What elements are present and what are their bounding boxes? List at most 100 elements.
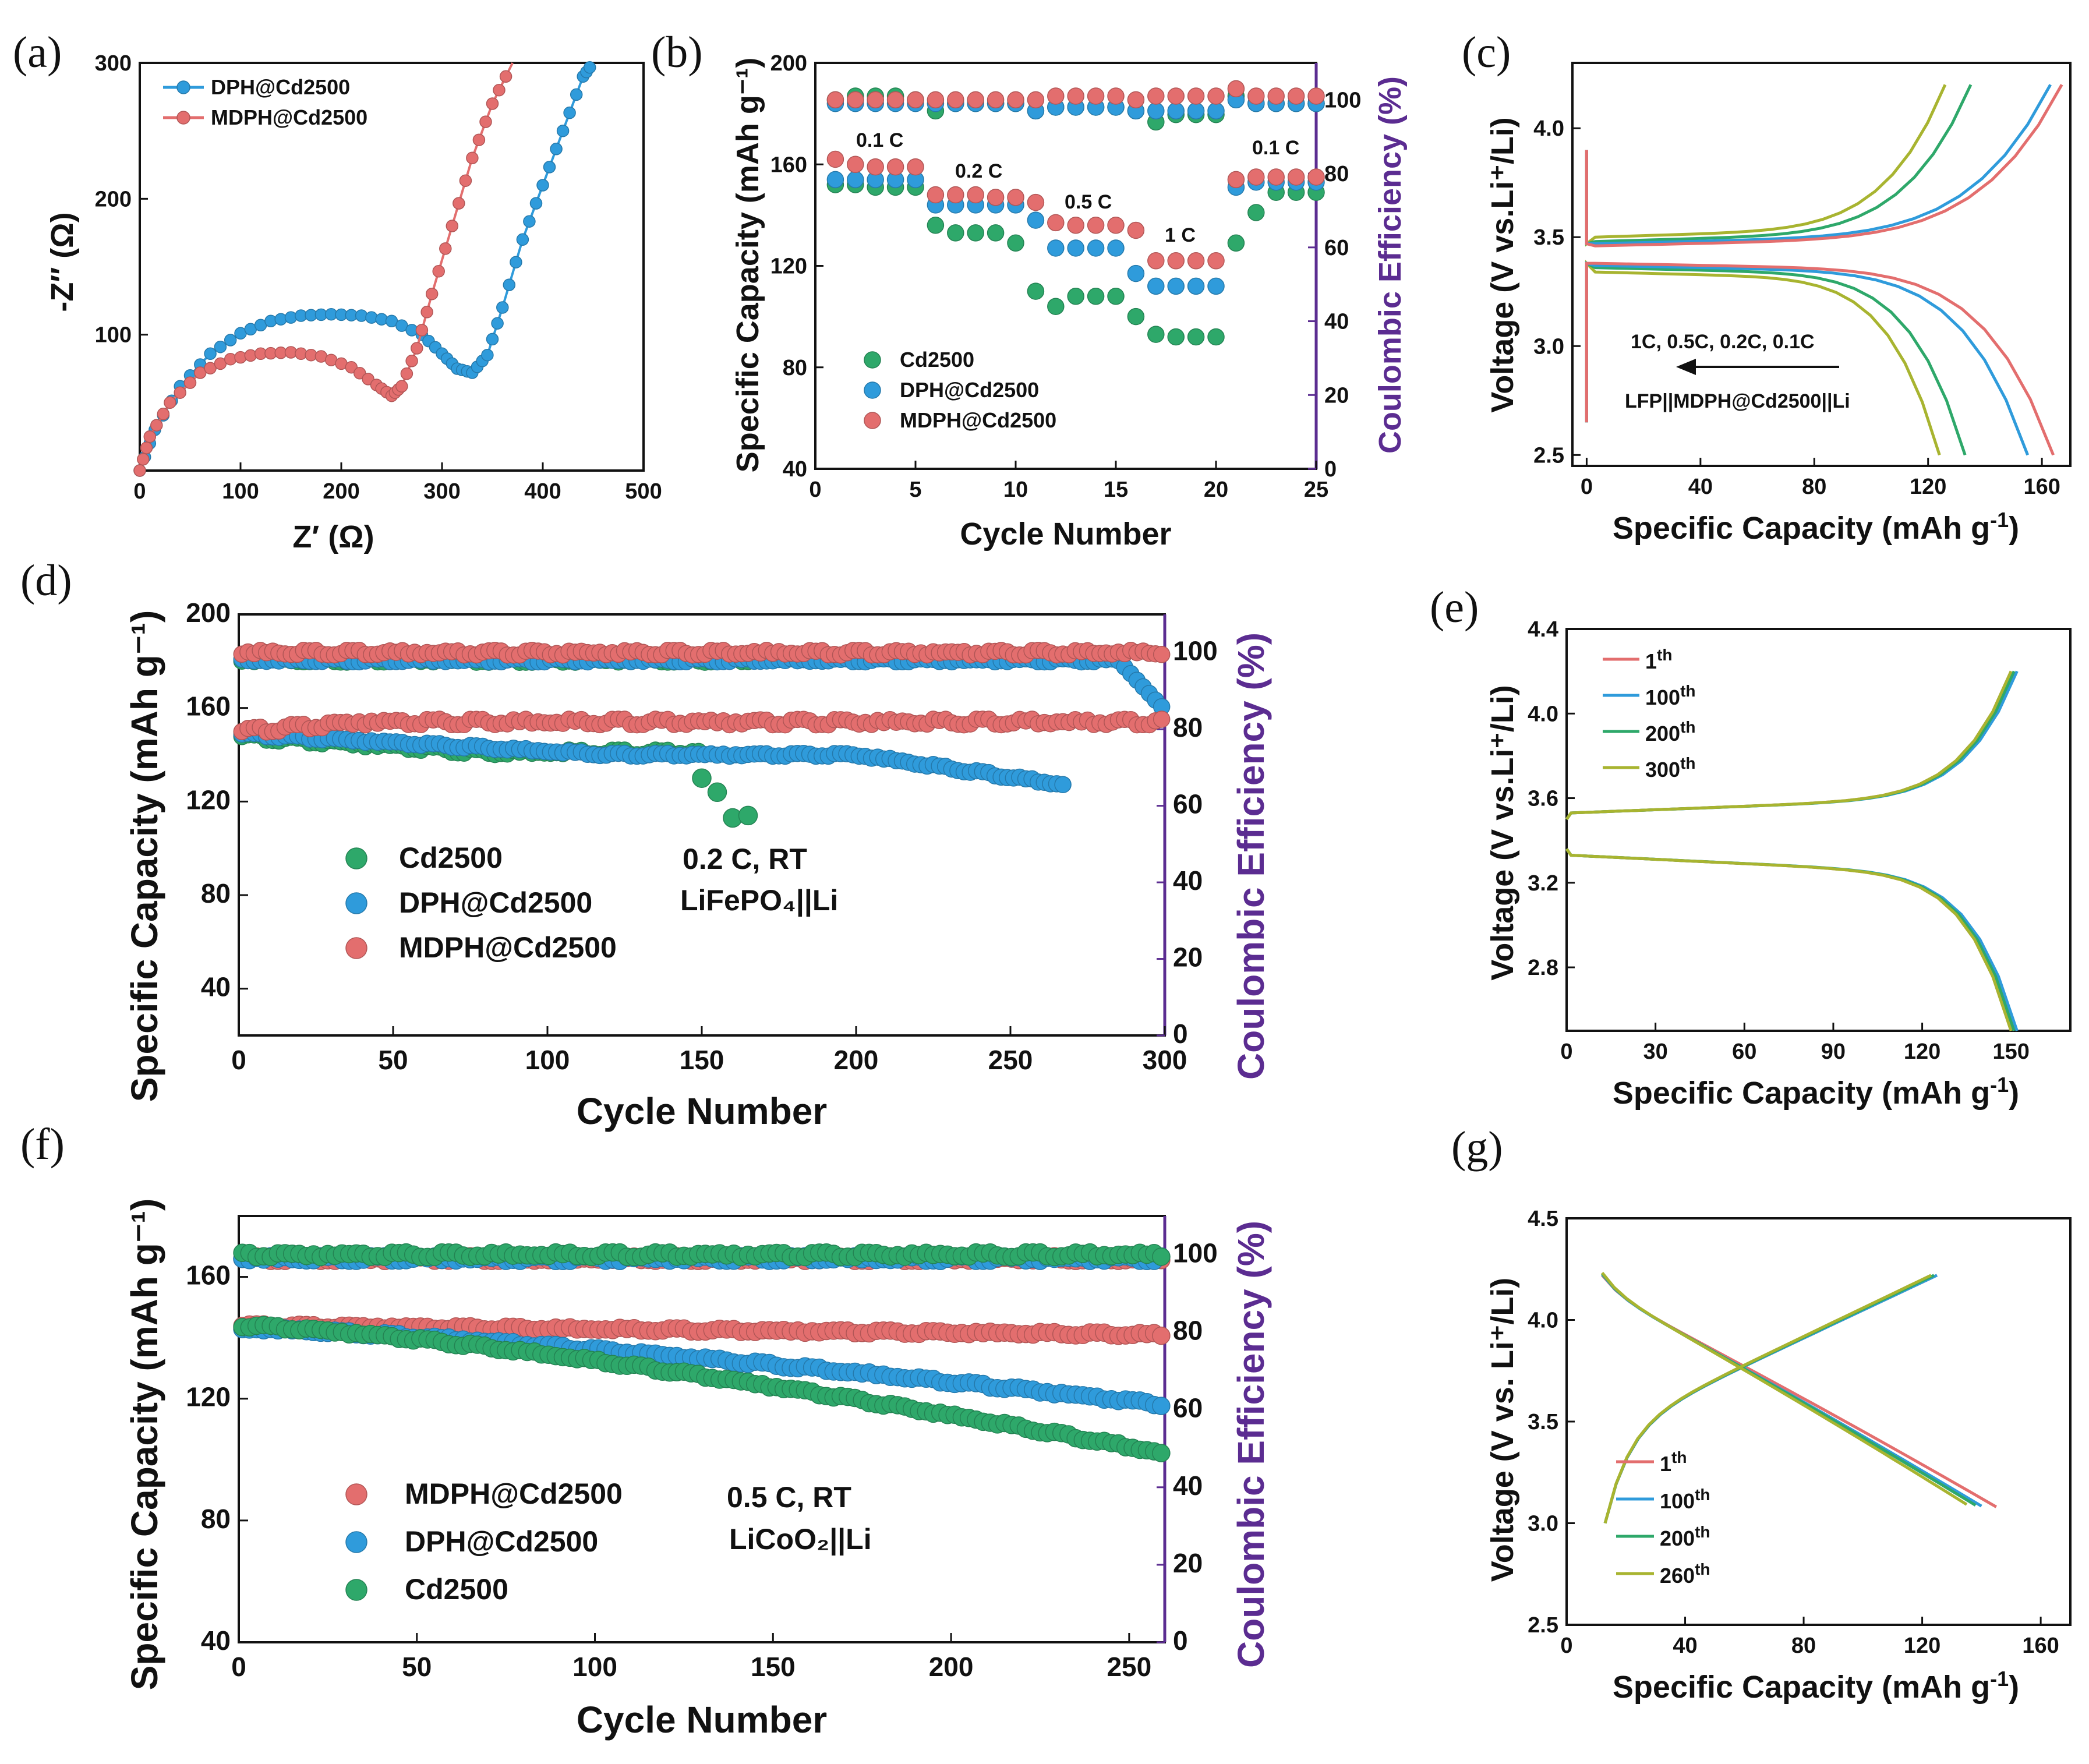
data-point <box>453 197 465 210</box>
y-tick-label: 200 <box>770 51 807 76</box>
axes-box <box>238 613 1166 1037</box>
data-point <box>536 179 549 192</box>
ce-point <box>1067 87 1084 105</box>
plot-frame-e: 0 30 60 90 120 150 2.8 3.2 3.6 4.0 4.4 <box>1528 617 2072 1064</box>
y-tick-label: 2.5 <box>1533 443 1564 468</box>
x-tick-label: 120 <box>1904 1634 1940 1658</box>
charge-curve <box>1585 84 2063 248</box>
legend-marker <box>345 847 367 869</box>
legend-label: 200th <box>1660 1523 1710 1550</box>
legend-label: Cd2500 <box>399 842 503 874</box>
ce-point <box>1152 1247 1171 1266</box>
x-axis-label-e: Specific Capacity (mAh g-1) <box>1613 1073 2019 1111</box>
series-100th <box>1565 670 2019 1031</box>
capacity-point <box>826 150 844 168</box>
data-point <box>365 311 378 324</box>
series-MDPH@Cd2500 <box>826 80 1325 270</box>
data-point <box>516 233 529 246</box>
data-point <box>523 215 536 228</box>
capacity-point <box>1027 211 1045 229</box>
x-tick-label: 90 <box>1821 1040 1846 1064</box>
data-point <box>459 174 472 187</box>
x-tick-label: 30 <box>1643 1040 1668 1064</box>
series-260th <box>1601 1271 1968 1524</box>
x-tick-label: 5 <box>909 478 921 502</box>
y2-tick-label: 60 <box>1173 789 1203 819</box>
y2-tick-label: 40 <box>1173 1470 1203 1501</box>
ce-point <box>1187 102 1205 120</box>
series-MDPH@Cd2500 <box>233 642 1171 741</box>
capacity-point <box>1247 204 1265 221</box>
charge-curve <box>1585 84 2052 245</box>
y2-axis-label-b: Coulombic Efficiency (%) <box>1373 76 1408 454</box>
y2-tick-label: 80 <box>1324 162 1349 186</box>
ce-point <box>967 91 984 109</box>
rate-label: 0.1 C <box>856 129 903 151</box>
y2-tick-label: 0 <box>1173 1625 1188 1656</box>
capacity-point <box>1087 217 1105 234</box>
series-0.1C <box>1585 84 2063 456</box>
y2-tick-label: 20 <box>1173 1548 1203 1578</box>
capacity-point <box>1127 307 1145 326</box>
capacity-point <box>1067 217 1084 234</box>
y-tick-label: 4.0 <box>1528 702 1558 726</box>
panel-label-e: (e) <box>1430 583 1479 632</box>
capacity-point <box>987 189 1005 206</box>
data-point <box>355 309 368 322</box>
series-1C <box>1585 84 1947 456</box>
y-tick-label: 40 <box>783 457 807 482</box>
data-point <box>133 464 146 477</box>
annotation-cell: LiCoO₂||Li <box>729 1523 872 1556</box>
capacity-point <box>1027 193 1045 211</box>
y-tick-label: 3.6 <box>1528 787 1558 811</box>
x-tick-label: 200 <box>834 1045 879 1075</box>
charge-curve <box>1585 84 1973 246</box>
x-axis-label-c: Specific Capacity (mAh g-1) <box>1613 508 2019 546</box>
axes-box <box>1565 628 2072 1032</box>
data-point <box>395 380 408 393</box>
series-MDPH@Cd2500 <box>133 62 514 477</box>
data-point <box>481 348 494 362</box>
y2-tick-label: 0 <box>1324 457 1337 482</box>
data-point <box>479 115 492 128</box>
ce-point <box>1247 87 1265 105</box>
capacity-point <box>947 224 964 242</box>
rate-label: 1 C <box>1165 224 1196 246</box>
y-axis-label-f: Specific Capacity (mAh g⁻¹) <box>123 1199 165 1691</box>
data-point <box>563 106 576 119</box>
x-tick-label: 160 <box>2022 1634 2059 1658</box>
data-point <box>137 453 150 466</box>
plot-frame-b: 0 5 10 15 20 25 40 80 120 160 200 0 20 40 60 80 100 <box>770 51 1362 502</box>
y-tick-label: 160 <box>770 153 807 177</box>
data-point <box>466 151 479 165</box>
capacity-point <box>707 782 727 803</box>
capacity-point <box>1087 239 1105 257</box>
series-200th <box>1565 670 2016 1031</box>
x-tick-label: 80 <box>1802 475 1826 499</box>
y-tick-label: 120 <box>186 784 231 815</box>
x-tick-label: 150 <box>751 1652 796 1682</box>
y-axis-label-g: Voltage (V vs. Li⁺/Li) <box>1485 1278 1520 1582</box>
y-tick-label: 3.5 <box>1528 1410 1558 1434</box>
annotation-condition: 0.5 C, RT <box>727 1481 851 1514</box>
capacity-point <box>1107 239 1125 257</box>
capacity-point <box>1187 277 1205 295</box>
plot-frame-a: 0 100 200 300 400 500 100 200 300 <box>95 51 662 504</box>
panel-label-f: (f) <box>20 1120 65 1169</box>
discharge-curve <box>1601 1271 1968 1506</box>
x-tick-label: 60 <box>1732 1040 1756 1064</box>
capacity-point <box>927 217 945 234</box>
capacity-point <box>1067 288 1084 305</box>
legend-label: Cd2500 <box>405 1573 508 1606</box>
data-point <box>274 313 287 326</box>
x-tick-label: 500 <box>625 479 662 504</box>
data-point <box>143 430 157 443</box>
y2-tick-label: 100 <box>1173 636 1218 666</box>
charge-curve <box>1565 670 2013 821</box>
capacity-point <box>1267 168 1285 186</box>
x-tick-label: 160 <box>2023 475 2060 499</box>
y2-tick-label: 40 <box>1324 310 1349 334</box>
legend-marker <box>864 412 881 429</box>
ce-point <box>1147 102 1165 120</box>
